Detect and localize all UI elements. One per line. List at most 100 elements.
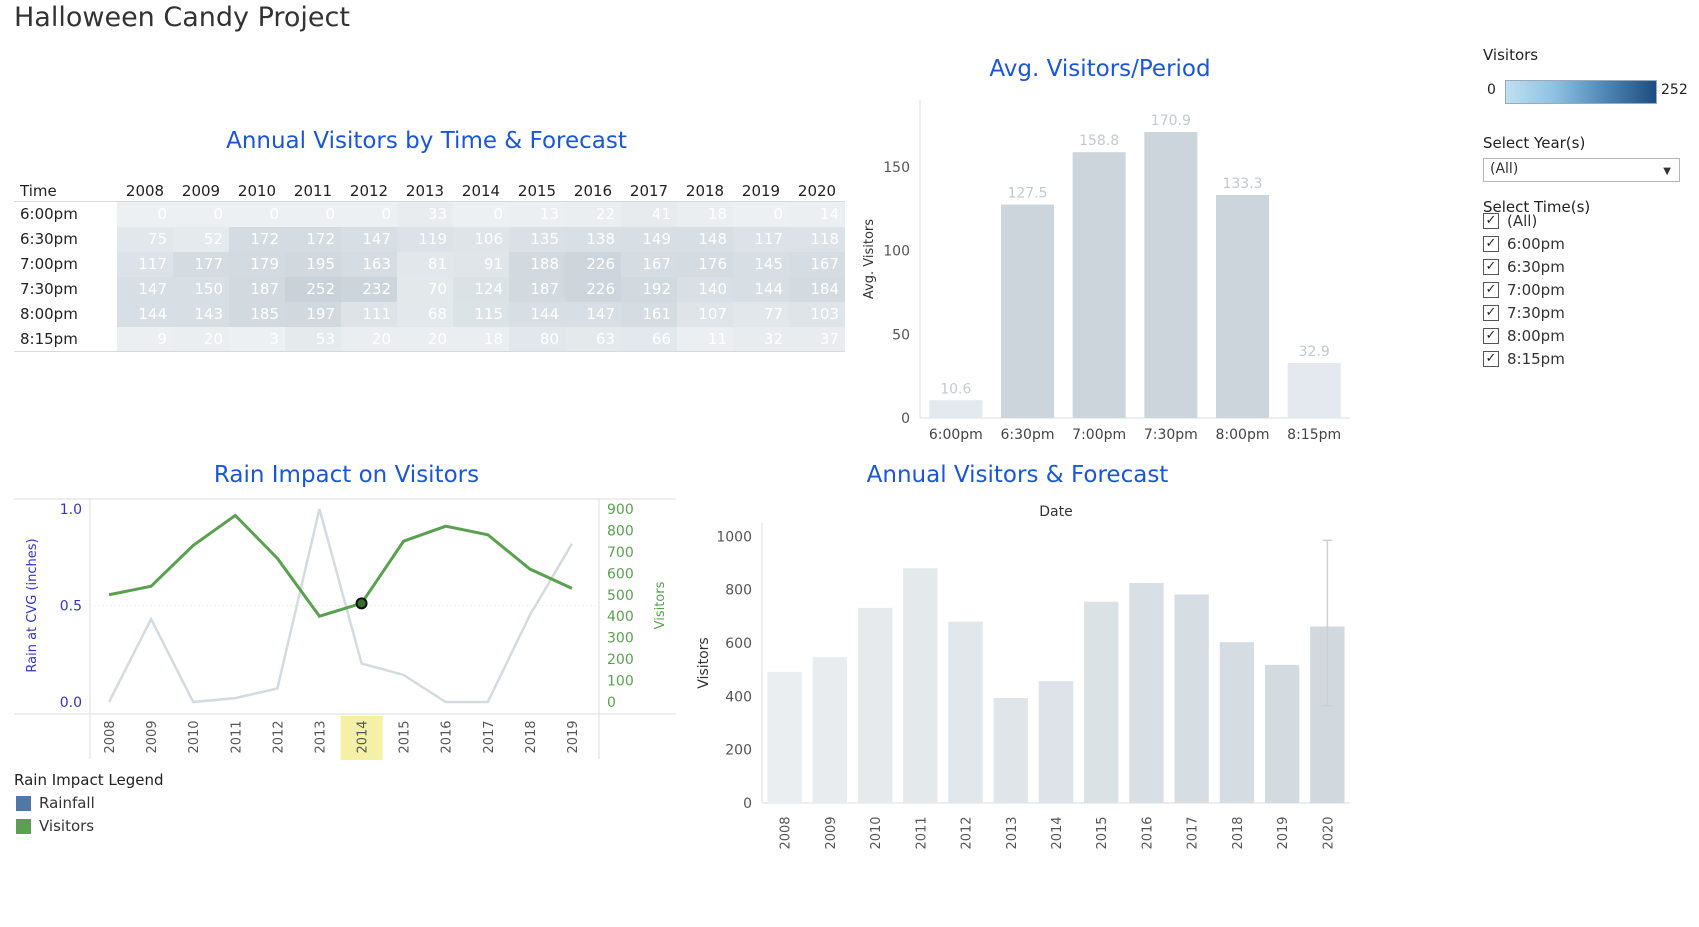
heat-cell: 106 [453, 226, 509, 252]
heat-cell: 187 [509, 276, 565, 302]
heat-cell: 53 [285, 326, 341, 352]
heat-cell: 148 [677, 226, 733, 252]
annual-forecast-chart: Date 0 200 400 600 800 1000 Visitors 2008 2009 201… [696, 504, 1350, 850]
select-year-dropdown[interactable]: (All) ▼ [1483, 158, 1680, 182]
time-option-6[interactable]: ✓ 8:15pm [1483, 350, 1565, 368]
x-tick-label: 2019 [1276, 816, 1291, 849]
heat-cell: 18 [677, 201, 733, 227]
time-option-label: 6:30pm [1507, 258, 1565, 276]
checkbox-icon[interactable]: ✓ [1483, 259, 1499, 275]
time-option-0[interactable]: ✓ (All) [1483, 212, 1537, 230]
heat-cell: 172 [285, 226, 341, 252]
heat-time-label: 8:15pm [14, 326, 117, 352]
time-option-2[interactable]: ✓ 6:30pm [1483, 258, 1565, 276]
legend-item-rainfall[interactable]: Rainfall [16, 794, 95, 812]
page-title: Halloween Candy Project [14, 2, 350, 33]
right-tick-label: 500 [607, 588, 634, 604]
heat-cell: 0 [229, 201, 285, 227]
heat-year-header: 2011 [293, 181, 333, 200]
heat-year-header: 2010 [237, 181, 277, 200]
time-option-label: 7:00pm [1507, 281, 1565, 299]
heat-year-header: 2018 [685, 181, 725, 200]
right-tick-label: 700 [607, 545, 634, 561]
left-tick-label: 1.0 [60, 502, 82, 518]
x-tick-label: 2016 [1140, 816, 1155, 849]
x-tick-label: 2013 [313, 720, 328, 753]
legend-visitors-label: Visitors [39, 817, 95, 835]
heat-table-title: Annual Visitors by Time & Forecast [226, 128, 627, 154]
x-tick-label: 2009 [145, 720, 160, 753]
heat-cell: 103 [789, 301, 845, 327]
checkbox-icon[interactable]: ✓ [1483, 282, 1499, 298]
x-tick-label: 2010 [869, 816, 884, 849]
heat-cell: 0 [733, 201, 789, 227]
checkbox-icon[interactable]: ✓ [1483, 236, 1499, 252]
x-tick-label: 2017 [1186, 816, 1201, 849]
heat-cell: 147 [341, 226, 397, 252]
x-tick-label: 7:30pm [1144, 427, 1198, 443]
x-tick-label: 2018 [524, 720, 539, 753]
selected-point-marker [355, 597, 368, 610]
avg-visitors-title: Avg. Visitors/Period [989, 56, 1211, 82]
heat-cell: 20 [173, 326, 229, 352]
checkbox-icon[interactable]: ✓ [1483, 328, 1499, 344]
x-tick-label: 2013 [1005, 816, 1020, 849]
time-option-1[interactable]: ✓ 6:00pm [1483, 235, 1565, 253]
heat-cell: 20 [397, 326, 453, 352]
checkbox-icon[interactable]: ✓ [1483, 351, 1499, 367]
time-option-4[interactable]: ✓ 7:30pm [1483, 304, 1565, 322]
table-row: 7:00pm 117 177 179 195 163 81 91 188 226 167 176 145… [14, 251, 845, 277]
select-year-value: (All) [1490, 161, 1519, 177]
heat-cell: 14 [789, 201, 845, 227]
heat-cell: 119 [397, 226, 453, 252]
x-tick-label: 2010 [187, 720, 202, 753]
heat-table: Time 2008 2009 2010 2011 2012 2013 2014 2015 201… [14, 180, 845, 352]
heat-cell: 18 [453, 326, 509, 352]
time-option-3[interactable]: ✓ 7:00pm [1483, 281, 1565, 299]
bar-2015 [1084, 601, 1119, 803]
right-tick-label: 400 [607, 609, 634, 625]
heat-cell: 75 [117, 226, 173, 252]
y-tick-label: 100 [883, 244, 910, 260]
time-option-label: 8:00pm [1507, 327, 1565, 345]
heat-cell: 226 [565, 276, 621, 302]
time-option-label: (All) [1507, 212, 1538, 230]
right-tick-label: 900 [607, 502, 634, 518]
table-row: 6:30pm 75 52 172 172 147 119 106 135 138 149 148 117… [14, 226, 845, 252]
bar-6:30pm [1000, 204, 1055, 418]
y-tick-label: 600 [725, 636, 752, 652]
x-tick-label: 2012 [271, 720, 286, 753]
heat-cell: 66 [621, 326, 677, 352]
heat-cell: 176 [677, 251, 733, 277]
heat-cell: 124 [453, 276, 509, 302]
heat-cell: 0 [341, 201, 397, 227]
bar-2018 [1219, 642, 1255, 803]
right-tick-label: 800 [607, 523, 634, 539]
checkbox-icon[interactable]: ✓ [1483, 213, 1499, 229]
heat-cell: 192 [621, 276, 677, 302]
heat-cell: 197 [285, 301, 341, 327]
legend-item-visitors[interactable]: Visitors [16, 817, 94, 835]
visitors-legend-max: 252 [1661, 82, 1688, 98]
bar-2011 [903, 568, 938, 803]
bar-2009 [812, 657, 848, 803]
bar-2016 [1129, 583, 1164, 803]
bar-2017 [1174, 594, 1209, 803]
heat-time-label: 6:00pm [14, 201, 117, 227]
time-option-5[interactable]: ✓ 8:00pm [1483, 327, 1565, 345]
x-tick-label: 2008 [103, 720, 118, 753]
bar-8:00pm [1215, 194, 1270, 418]
x-tick-label: 2019 [566, 720, 581, 753]
heat-cell: 20 [341, 326, 397, 352]
left-axis-title: Rain at CVG (inches) [25, 538, 40, 672]
x-tick-label: 2009 [824, 816, 839, 849]
bar-value-label: 133.3 [1222, 176, 1262, 192]
y-axis-title: Visitors [696, 637, 712, 688]
heat-year-header: 2009 [181, 181, 221, 200]
checkbox-icon[interactable]: ✓ [1483, 305, 1499, 321]
heat-cell: 144 [117, 301, 173, 327]
heat-time-header: Time [20, 181, 57, 200]
bar-2008 [767, 671, 802, 803]
y-tick-label: 0 [743, 796, 752, 812]
heat-cell: 179 [229, 251, 285, 277]
